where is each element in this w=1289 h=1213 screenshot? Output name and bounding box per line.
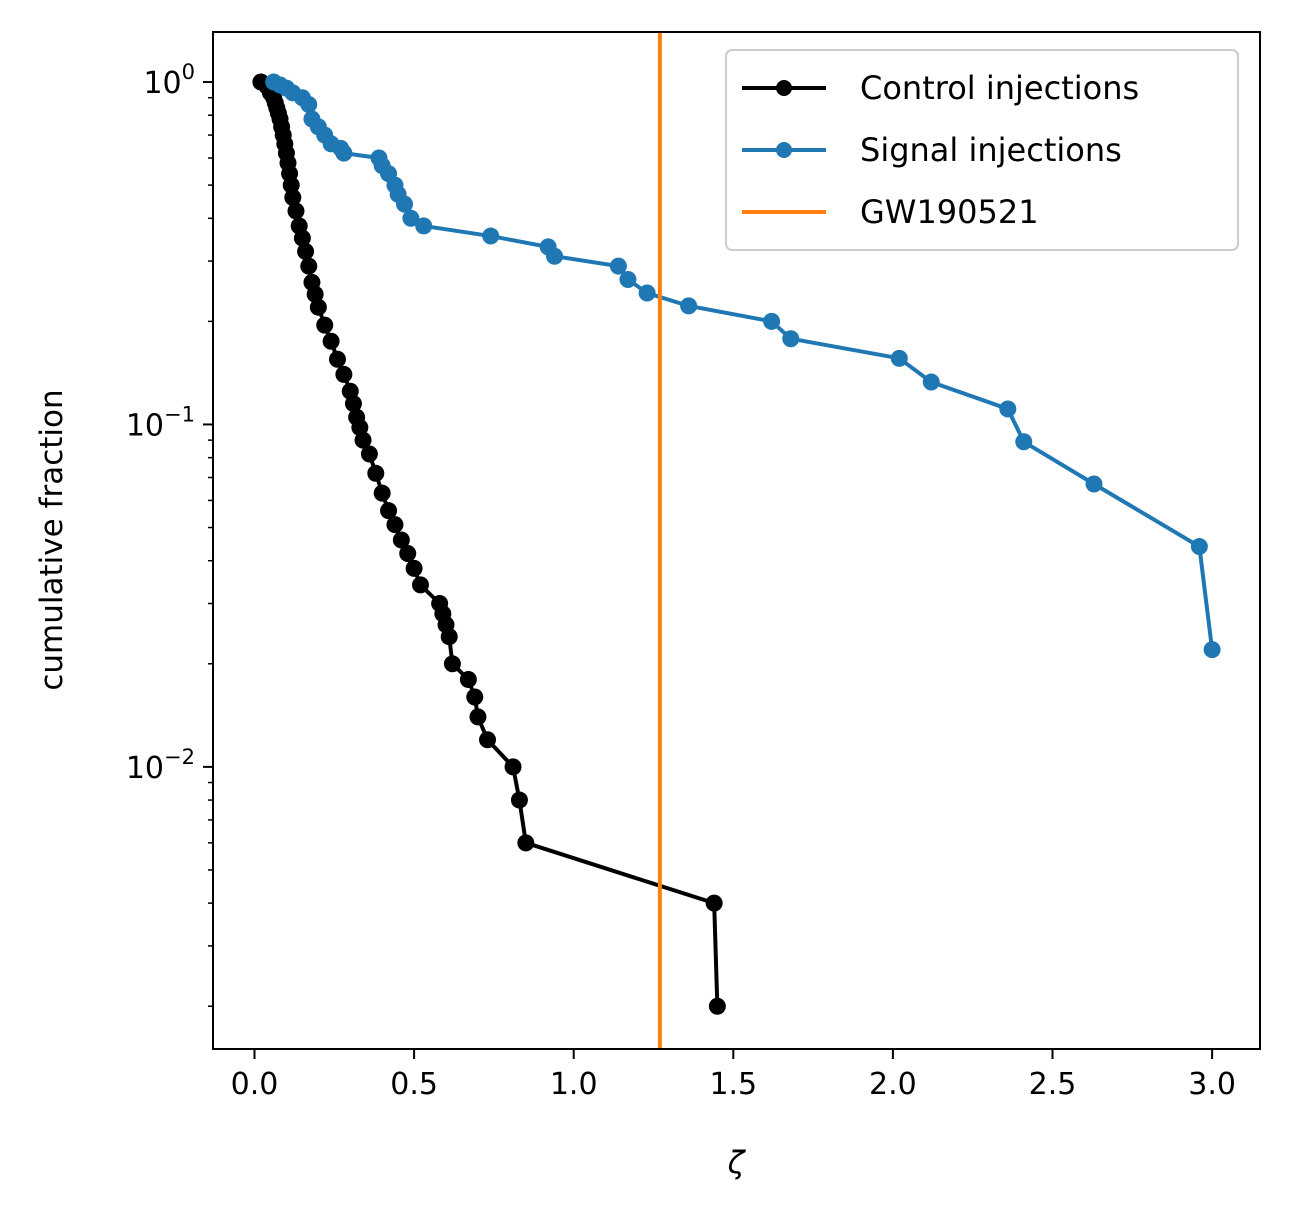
- series-0-point: [459, 670, 477, 688]
- y-tick-base: 10: [126, 408, 164, 443]
- series-1-point: [638, 284, 656, 302]
- series-0-point: [440, 628, 458, 646]
- series-1-point: [396, 195, 414, 213]
- series-0-point: [287, 202, 305, 220]
- series-0-point: [705, 894, 723, 912]
- series-0-point: [297, 242, 315, 260]
- series-0-point: [399, 544, 417, 562]
- series-1-point: [922, 373, 940, 391]
- series-0-point: [367, 464, 385, 482]
- series-1-point: [415, 217, 433, 235]
- y-tick-label: 10−1: [126, 402, 195, 443]
- y-tick-exponent: −1: [164, 402, 195, 426]
- x-tick-label: 0.0: [231, 1067, 279, 1102]
- series-1-point: [335, 144, 353, 162]
- series-0-point: [510, 791, 528, 809]
- series-1-point: [763, 312, 781, 330]
- series-0-point: [328, 350, 346, 368]
- series-1-point: [619, 271, 637, 289]
- x-tick-label: 2.5: [1029, 1067, 1077, 1102]
- y-tick-label: 100: [143, 60, 195, 101]
- series-0-point: [443, 655, 461, 673]
- y-tick-base: 10: [126, 751, 164, 786]
- series-0-point: [504, 758, 522, 776]
- series-0-point: [300, 257, 318, 275]
- plot-frame: [212, 31, 1261, 1050]
- x-tick-label: 3.0: [1188, 1067, 1236, 1102]
- y-tick-label: 10−2: [126, 745, 195, 786]
- series-0-point: [386, 516, 404, 534]
- series-0-point: [344, 395, 362, 413]
- legend-control-label: Control injections: [860, 69, 1139, 107]
- series-1-point: [300, 95, 318, 113]
- legend-gw-label: GW190521: [860, 193, 1039, 231]
- x-tick-label: 2.0: [869, 1067, 917, 1102]
- series-0-point: [335, 365, 353, 383]
- series-1-point: [609, 257, 627, 275]
- x-axis-label: ζ: [727, 1145, 747, 1181]
- series-1-point: [782, 330, 800, 348]
- series-1-point: [890, 349, 908, 367]
- series-0-point: [282, 176, 300, 194]
- y-tick-base: 10: [143, 66, 181, 101]
- series-1-point: [1190, 538, 1208, 556]
- series-0-point: [309, 298, 327, 316]
- legend-signal-label: Signal injections: [860, 131, 1122, 169]
- y-tick-exponent: 0: [182, 60, 195, 84]
- series-1-point: [402, 209, 420, 227]
- y-tick-exponent: −2: [164, 745, 195, 769]
- series-0-point: [392, 531, 410, 549]
- series-1-point: [680, 297, 698, 315]
- x-axis: 0.0 0.5 1.0 1.5 2.0 2.5 3.0: [231, 1049, 1236, 1102]
- series-0-point: [469, 708, 487, 726]
- series-0-point: [293, 229, 311, 247]
- legend-signal-marker: [776, 142, 792, 158]
- series-0-point: [708, 997, 726, 1015]
- series-1-point: [1085, 475, 1103, 493]
- series-0-point: [322, 332, 340, 350]
- series-0-point: [284, 189, 302, 207]
- series-0-point: [380, 502, 398, 520]
- legend: Control injections Signal injections GW1…: [725, 49, 1239, 251]
- legend-box: [725, 49, 1239, 251]
- series-0-point: [306, 285, 324, 303]
- y-axis-label: cumulative fraction: [34, 389, 70, 690]
- series-1-point: [999, 400, 1017, 418]
- x-tick-label: 0.5: [390, 1067, 438, 1102]
- legend-control-marker: [776, 80, 792, 96]
- series-1-point: [546, 247, 564, 265]
- series-0-point: [479, 731, 497, 749]
- series-0-point: [405, 559, 423, 577]
- series-0-point: [411, 576, 429, 594]
- x-tick-label: 1.0: [550, 1067, 598, 1102]
- series-1-point: [1203, 641, 1221, 659]
- series-0-point: [466, 688, 484, 706]
- series-0-point: [354, 431, 372, 449]
- x-tick-label: 1.5: [709, 1067, 757, 1102]
- series-1-point: [1015, 433, 1033, 451]
- series-0-point: [373, 484, 391, 502]
- series-0-point: [360, 445, 378, 463]
- series-1-point: [482, 227, 500, 245]
- plot-area: [252, 32, 1221, 1049]
- series-0-point: [517, 834, 535, 852]
- series-0-point: [316, 316, 334, 334]
